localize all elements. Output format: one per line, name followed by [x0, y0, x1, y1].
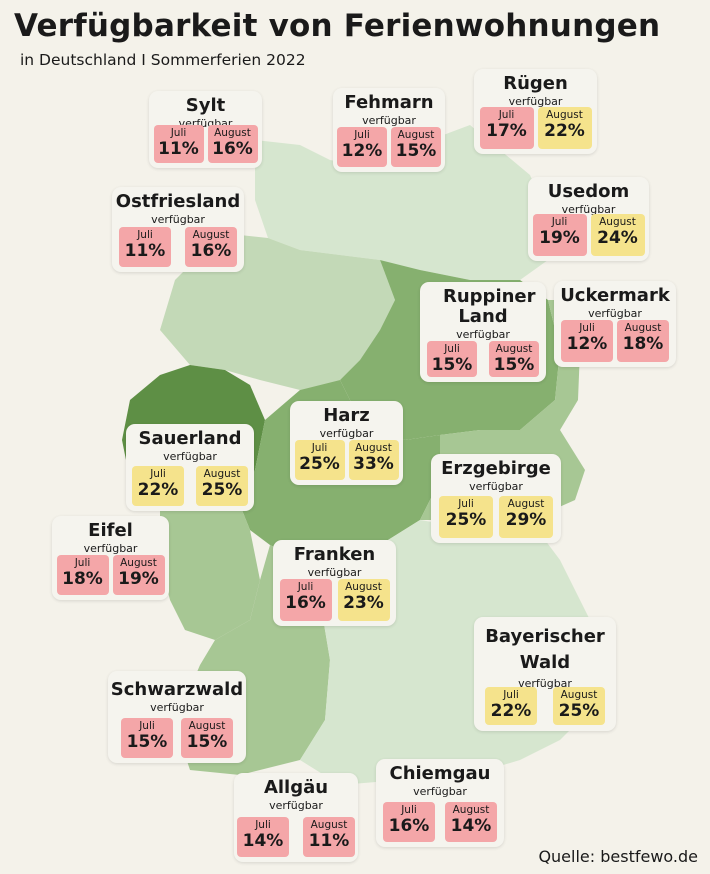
region-name: Sylt: [185, 95, 226, 116]
region-card-bayerischer-wald: Bayerischer Wald verfügbar Juli 22% Augus…: [474, 617, 616, 731]
august-value: August 25%: [553, 687, 605, 725]
region-card-sylt: Sylt verfügbar Juli 11% August 16%: [149, 91, 262, 168]
region-card-sauerland: Sauerland verfügbar Juli 22% August 25%: [126, 424, 254, 511]
region-card-usedom: Usedom verfügbar Juli 19% August 24%: [528, 177, 649, 261]
august-value: August 11%: [303, 817, 355, 857]
august-value: August 23%: [337, 579, 390, 621]
region-sub: verfügbar: [469, 480, 523, 493]
july-value: Juli 11%: [153, 125, 204, 163]
july-value: Juli 15%: [427, 341, 477, 377]
region-name: Allgäu: [263, 777, 329, 798]
region-sub: verfügbar: [518, 677, 572, 690]
july-value: Juli 17%: [479, 107, 534, 149]
region-sub: verfügbar: [508, 95, 563, 108]
region-name: Franken: [293, 544, 376, 565]
july-value: Juli 18%: [56, 555, 109, 595]
region-name: Uckermark: [560, 285, 670, 306]
july-value: Juli 12%: [337, 127, 387, 167]
region-sub: verfügbar: [319, 427, 374, 440]
region-card-uckermark: Uckermark verfügbar Juli 12% August 18%: [554, 281, 676, 367]
july-value: Juli 15%: [121, 718, 173, 758]
region-sub: verfügbar: [83, 542, 138, 555]
map-region-rhineland: [160, 505, 260, 640]
region-name: Sauerland: [138, 428, 242, 449]
august-value: August 18%: [617, 320, 669, 362]
region-sub: verfügbar: [163, 450, 217, 463]
region-name: Chiemgau: [389, 763, 491, 784]
july-value: Juli 22%: [132, 466, 184, 506]
august-value: August 16%: [185, 227, 237, 267]
region-sub: verfügbar: [307, 566, 362, 579]
region-card-chiemgau: Chiemgau verfügbar Juli 16% August 14%: [376, 759, 504, 847]
august-value: August 22%: [537, 107, 592, 149]
region-name: Harz: [323, 405, 370, 426]
july-value: Juli 22%: [485, 687, 537, 725]
region-name: Bayerischer Wald: [485, 626, 605, 673]
august-value: August 24%: [590, 214, 645, 256]
july-value: Juli 16%: [279, 579, 332, 621]
july-value: Juli 19%: [532, 214, 587, 256]
august-value: August 19%: [112, 555, 165, 595]
july-value: Juli 25%: [294, 440, 345, 480]
region-name: Usedom: [547, 181, 630, 202]
august-value: August 14%: [445, 802, 497, 842]
region-sub: verfügbar: [588, 307, 642, 320]
region-card-harz: Harz verfügbar Juli 25% August 33%: [290, 401, 403, 485]
region-card-franken: Franken verfügbar Juli 16% August 23%: [273, 540, 396, 626]
region-sub: verfügbar: [269, 799, 323, 812]
august-value: August 33%: [348, 440, 399, 480]
page-title: Verfügbarkeit von Ferienwohnungen: [14, 8, 661, 44]
region-name: Schwarzwald: [110, 679, 244, 700]
region-card-erzgebirge: Erzgebirge verfügbar Juli 25% August 29%: [431, 454, 561, 543]
region-sub: verfügbar: [362, 114, 416, 127]
august-value: August 15%: [181, 718, 233, 758]
region-sub: verfügbar: [413, 785, 467, 798]
july-value: Juli 25%: [439, 496, 493, 538]
region-card-ruppiner-land: Ruppiner Land verfügbar Juli 15% August 15…: [420, 282, 546, 382]
region-sub: verfügbar: [151, 213, 205, 226]
region-card-eifel: Eifel verfügbar Juli 18% August 19%: [52, 516, 169, 600]
august-value: August 29%: [499, 496, 553, 538]
region-name: Fehmarn: [344, 92, 434, 113]
region-sub: verfügbar: [150, 701, 204, 714]
region-sub: verfügbar: [456, 328, 510, 341]
august-value: August 16%: [207, 125, 258, 163]
map-region-north: [255, 125, 548, 280]
region-name: Ostfriesland: [115, 191, 241, 212]
region-name: Erzgebirge: [441, 458, 551, 479]
page-subtitle: in Deutschland I Sommerferien 2022: [20, 51, 306, 69]
region-sub: verfügbar: [561, 203, 616, 216]
region-card-ostfriesland: Ostfriesland verfügbar Juli 11% August 16%: [112, 187, 244, 272]
july-value: Juli 12%: [561, 320, 613, 362]
august-value: August 15%: [391, 127, 441, 167]
region-card-ruegen: Rügen verfügbar Juli 17% August 22%: [474, 69, 597, 154]
july-value: Juli 14%: [237, 817, 289, 857]
july-value: Juli 16%: [383, 802, 435, 842]
map-region-lower-saxony: [160, 235, 395, 390]
source-credit: Quelle: bestfewo.de: [538, 847, 698, 866]
region-name: Rügen: [503, 73, 568, 94]
region-name: Eifel: [88, 520, 133, 541]
region-card-schwarzwald: Schwarzwald verfügbar Juli 15% August 15%: [108, 671, 246, 763]
july-value: Juli 11%: [119, 227, 171, 267]
region-card-fehmarn: Fehmarn verfügbar Juli 12% August 15%: [333, 88, 445, 172]
region-card-allgaeu: Allgäu verfügbar Juli 14% August 11%: [234, 773, 358, 862]
august-value: August 25%: [196, 466, 248, 506]
august-value: August 15%: [489, 341, 539, 377]
region-name: Ruppiner Land: [443, 286, 536, 327]
